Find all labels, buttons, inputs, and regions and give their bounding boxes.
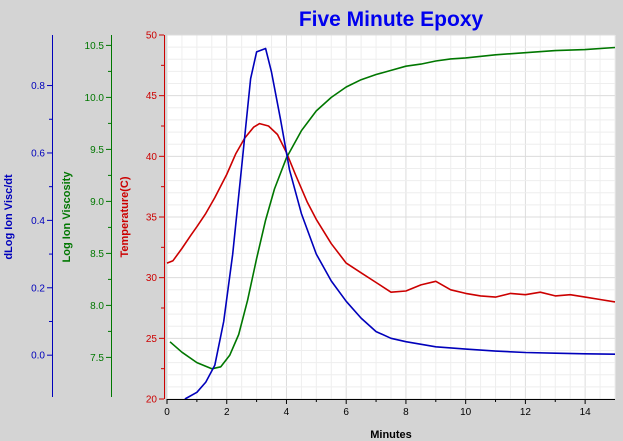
x-axis-title: Minutes (370, 429, 412, 441)
series-line-logvisc (169, 46, 616, 370)
y-tick-label-logvisc: 10.5 (85, 41, 105, 52)
y-tick-label-dlog: 0.8 (31, 81, 45, 92)
y-tick-label-logvisc: 8.0 (90, 301, 104, 312)
x-tick-label: 8 (403, 407, 409, 418)
y-tick-label-temp: 25 (146, 334, 158, 345)
y-tick-label-logvisc: 10.0 (85, 93, 105, 104)
series-layer (166, 46, 616, 400)
axes: 0 2 4 6 8 10 12 14 0.0 0.2 0.4 0.6 0.8 dLog Ion Visc/… (3, 31, 615, 418)
y-tick-label-logvisc: 9.0 (90, 197, 104, 208)
y-tick-label-logvisc: 7.5 (90, 353, 104, 364)
x-tick-label: 12 (520, 407, 532, 418)
x-tick-label: 2 (224, 407, 230, 418)
y-tick-label-temp: 35 (146, 213, 158, 224)
y-tick-label-temp: 50 (146, 31, 158, 42)
x-tick-label: 4 (284, 407, 290, 418)
y-axis-title-temp: Temperature(C) (119, 176, 131, 257)
series-line-temp (166, 122, 616, 303)
y-tick-label-dlog: 0.6 (31, 148, 45, 159)
y-axis-title-dlog: dLog Ion Visc/dt (3, 174, 15, 260)
x-tick-label: 10 (460, 407, 472, 418)
y-tick-label-dlog: 0.4 (31, 216, 45, 227)
y-tick-label-logvisc: 8.5 (90, 249, 104, 260)
y-tick-label-dlog: 0.0 (31, 351, 45, 362)
y-tick-label-temp: 20 (146, 395, 158, 406)
chart-title: Five Minute Epoxy (299, 8, 484, 31)
y-tick-label-temp: 30 (146, 273, 158, 284)
y-tick-label-temp: 45 (146, 91, 158, 102)
x-tick-label: 14 (580, 407, 592, 418)
y-tick-label-logvisc: 9.5 (90, 145, 104, 156)
y-axis-title-logvisc: Log Ion Viscosity (61, 171, 73, 263)
x-tick-label: 6 (343, 407, 349, 418)
x-tick-label: 0 (164, 407, 170, 418)
series-line-dlog (184, 47, 616, 400)
y-tick-label-dlog: 0.2 (31, 283, 45, 294)
y-tick-label-temp: 40 (146, 152, 158, 163)
